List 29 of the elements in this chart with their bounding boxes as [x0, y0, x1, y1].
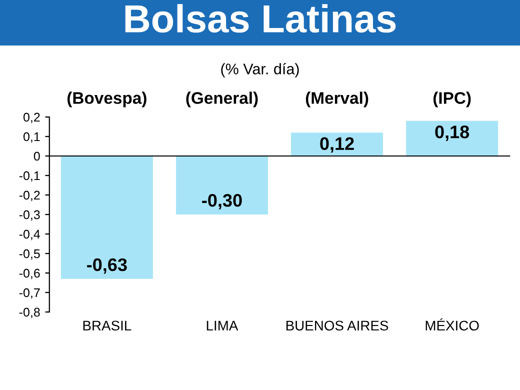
bar [406, 120, 498, 156]
data-label: -0,63 [87, 258, 127, 274]
y-tick-label: -0,7 [19, 288, 40, 299]
bar [291, 132, 384, 156]
text: (Bovespa) [67, 92, 146, 108]
text: (IPC) [433, 92, 471, 108]
x-tick-label: LIMA [206, 320, 238, 330]
x-tick-label: BRASIL [83, 320, 132, 331]
x-tick-label: BUENOS AIRES [286, 320, 388, 331]
y-tick-label: -0,1 [19, 171, 40, 182]
bar [176, 156, 268, 214]
data-label: 0,12 [320, 137, 354, 153]
y-tick-label: -0,4 [19, 230, 40, 240]
data-label: 0,18 [435, 126, 470, 141]
y-tick-label: 0,2 [23, 112, 40, 124]
text: (General) [186, 92, 258, 108]
bar [60, 156, 153, 279]
y-tick-label: -0,3 [19, 210, 40, 221]
chart-title: Bolsas Latinas [125, 4, 396, 33]
y-tick-label: -0,5 [19, 249, 40, 260]
chart-subtitle: (% Var. día) [221, 62, 299, 78]
y-tick-label: 0,1 [23, 132, 40, 143]
x-tick-label: MÉXICO [426, 318, 479, 331]
y-tick-label: 0 [34, 152, 40, 161]
text: (Merval) [306, 92, 368, 108]
y-tick-label: -0,6 [19, 268, 40, 280]
y-tick-label: -0,8 [19, 308, 40, 318]
y-tick-label: -0,2 [19, 190, 40, 202]
data-label: -0,30 [202, 194, 242, 210]
